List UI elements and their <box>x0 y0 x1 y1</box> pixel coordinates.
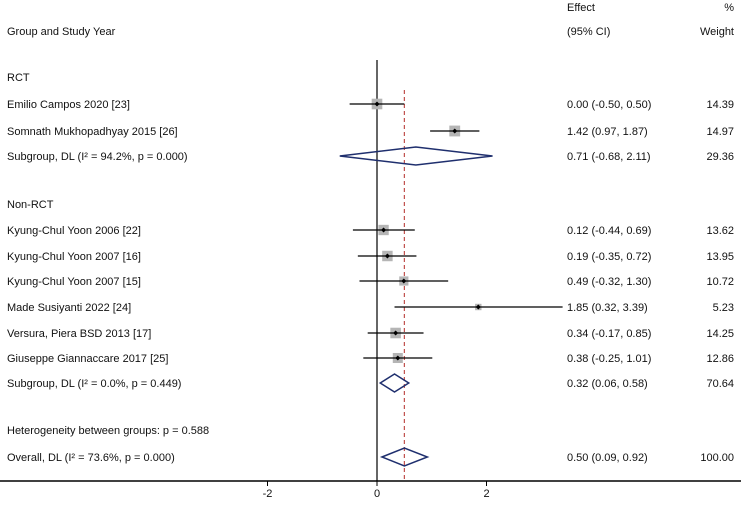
point-estimate <box>374 101 380 107</box>
row-label: Kyung-Chul Yoon 2007 [15] <box>7 276 141 288</box>
point-estimate <box>475 304 481 310</box>
row-label: Kyung-Chul Yoon 2006 [22] <box>7 225 141 237</box>
row-label: Somnath Mukhopadhyay 2015 [26] <box>7 126 178 138</box>
x-tick-label: 0 <box>374 488 380 500</box>
header-effect: Effect <box>567 2 595 14</box>
weight-value: 14.97 <box>706 126 734 138</box>
point-estimate <box>381 227 387 233</box>
header-ci: (95% CI) <box>567 26 610 38</box>
subgroup-diamond <box>339 146 493 166</box>
effect-ci-value: 0.00 (-0.50, 0.50) <box>567 99 651 111</box>
header-study: Group and Study Year <box>7 26 116 38</box>
row-label: Non-RCT <box>7 199 54 211</box>
point-estimate <box>452 128 458 134</box>
row-label: Subgroup, DL (I² = 0.0%, p = 0.449) <box>7 378 181 390</box>
weight-value: 12.86 <box>706 353 734 365</box>
point-estimate <box>395 355 401 361</box>
weight-value: 10.72 <box>706 276 734 288</box>
effect-ci-value: 0.71 (-0.68, 2.11) <box>567 151 651 163</box>
row-label: Overall, DL (I² = 73.6%, p = 0.000) <box>7 452 175 464</box>
overall-diamond <box>379 447 430 467</box>
weight-value: 14.39 <box>706 99 734 111</box>
row-label: Made Susiyanti 2022 [24] <box>7 302 131 314</box>
effect-ci-value: 1.42 (0.97, 1.87) <box>567 126 648 138</box>
effect-ci-value: 0.34 (-0.17, 0.85) <box>567 328 651 340</box>
row-label: Subgroup, DL (I² = 94.2%, p = 0.000) <box>7 151 188 163</box>
effect-ci-value: 0.19 (-0.35, 0.72) <box>567 251 651 263</box>
point-estimate <box>393 330 399 336</box>
effect-ci-value: 0.32 (0.06, 0.58) <box>567 378 648 390</box>
effect-ci-value: 0.50 (0.09, 0.92) <box>567 452 648 464</box>
weight-value: 14.25 <box>706 328 734 340</box>
x-tick-label: -2 <box>263 488 273 500</box>
row-label: Heterogeneity between groups: p = 0.588 <box>7 425 209 437</box>
effect-ci-value: 0.12 (-0.44, 0.69) <box>567 225 651 237</box>
weight-value: 5.23 <box>713 302 734 314</box>
effect-ci-value: 0.49 (-0.32, 1.30) <box>567 276 651 288</box>
point-estimate <box>401 278 407 284</box>
header-weight: Weight <box>700 26 734 38</box>
row-label: Kyung-Chul Yoon 2007 [16] <box>7 251 141 263</box>
x-tick-label: 2 <box>483 488 489 500</box>
effect-ci-value: 0.38 (-0.25, 1.01) <box>567 353 651 365</box>
row-label: Emilio Campos 2020 [23] <box>7 99 130 111</box>
row-label: Versura, Piera BSD 2013 [17] <box>7 328 151 340</box>
header-percent: % <box>724 2 734 14</box>
weight-value: 29.36 <box>706 151 734 163</box>
point-estimate <box>384 253 390 259</box>
weight-value: 70.64 <box>706 378 734 390</box>
weight-value: 13.95 <box>706 251 734 263</box>
row-label: Giuseppe Giannaccare 2017 [25] <box>7 353 168 365</box>
weight-value: 100.00 <box>700 452 734 464</box>
effect-ci-value: 1.85 (0.32, 3.39) <box>567 302 648 314</box>
weight-value: 13.62 <box>706 225 734 237</box>
row-label: RCT <box>7 72 30 84</box>
subgroup-diamond <box>378 373 411 393</box>
